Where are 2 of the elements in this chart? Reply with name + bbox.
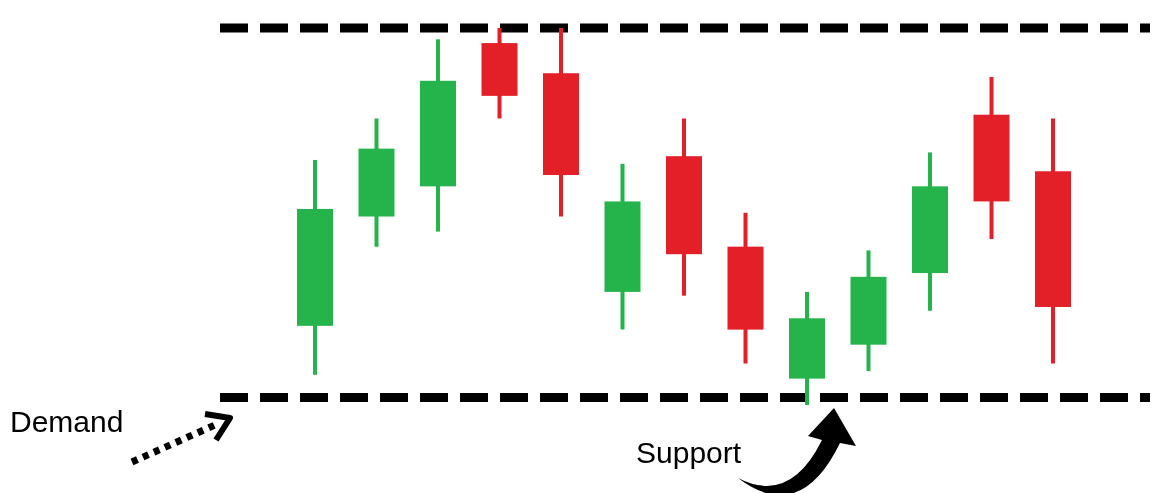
text: Support bbox=[636, 436, 742, 469]
text: Demand bbox=[10, 405, 124, 438]
